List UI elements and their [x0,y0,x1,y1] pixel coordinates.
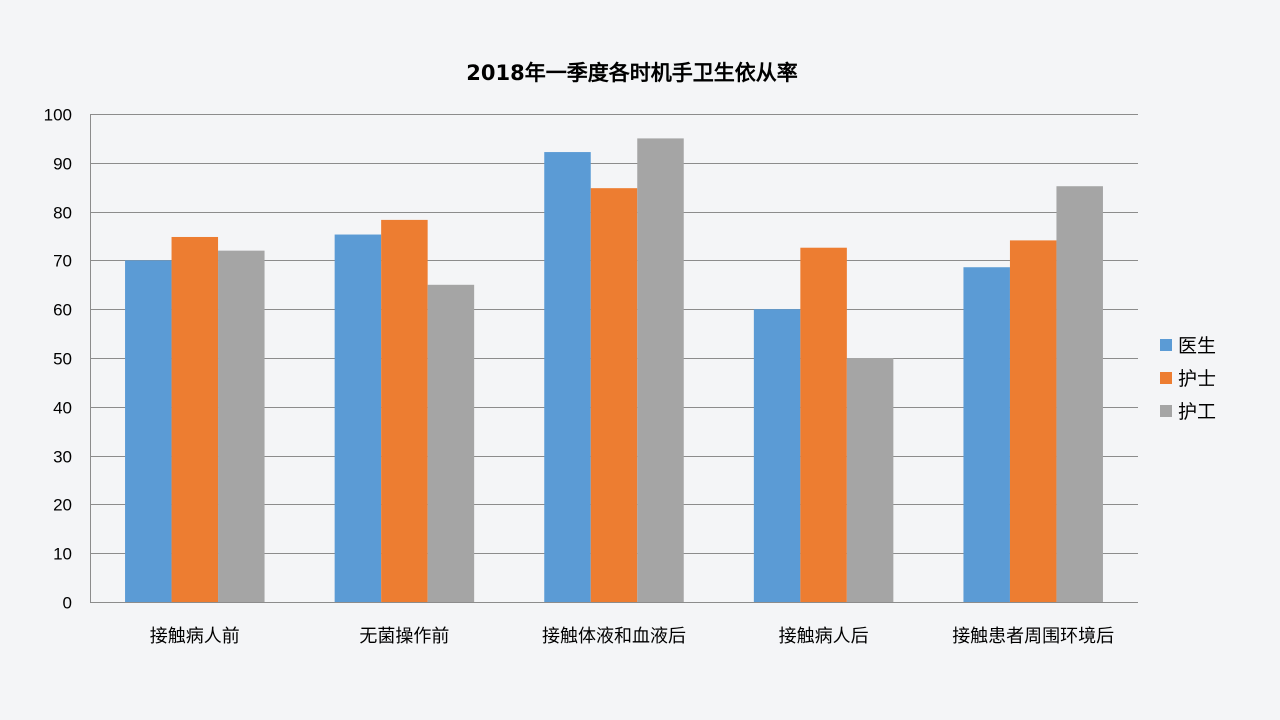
bar-护工-接触病人前 [218,250,265,602]
y-tick-label: 80 [53,204,72,223]
legend-swatch-医生 [1160,339,1172,351]
y-axis-tick-labels: 0 10 20 30 40 50 60 70 80 90 100 [44,106,72,613]
legend-swatch-护士 [1160,372,1172,384]
x-axis-category-labels: 接触病人前 无菌操作前 接触体液和血液后 接触病人后 接触患者周围环境后 [150,626,1114,647]
bar-医生-接触病人前 [125,260,172,602]
bar-护士-接触体液和血液后 [590,188,638,602]
y-tick-label: 70 [53,252,72,271]
legend-label: 护士 [1178,368,1216,390]
bar-护工-无菌操作前 [427,284,475,602]
x-category-label: 接触病人前 [150,626,240,647]
bar-护工-接触病人后 [846,358,894,602]
bar-护士-无菌操作前 [381,219,428,602]
x-category-label: 接触病人后 [779,626,869,647]
legend-label: 护工 [1178,401,1216,423]
bar-护士-接触病人前 [171,236,219,602]
bar-护士-接触患者周围环境后 [1009,240,1057,602]
y-tick-label: 0 [63,594,72,613]
y-tick-label: 90 [53,155,72,174]
y-tick-label: 60 [53,301,72,320]
x-category-label: 无菌操作前 [359,626,449,647]
y-tick-label: 10 [53,545,72,564]
bar-护工-接触体液和血液后 [637,138,684,602]
bar-医生-接触患者周围环境后 [963,267,1010,602]
x-category-label: 接触体液和血液后 [542,626,686,647]
bars [125,138,1103,602]
y-tick-label: 20 [53,496,72,515]
y-tick-label: 50 [53,350,72,369]
y-tick-label: 30 [53,448,72,467]
y-tick-label: 40 [53,399,72,418]
bar-护士-接触病人后 [800,247,847,602]
x-category-label: 接触患者周围环境后 [952,626,1114,647]
bar-医生-无菌操作前 [334,234,382,602]
bar-护工-接触患者周围环境后 [1056,186,1103,602]
chart-title: 2018年一季度各时机手卫生依从率 [466,61,797,85]
y-tick-label: 100 [44,106,72,125]
bar-医生-接触体液和血液后 [544,152,591,602]
legend-swatch-护工 [1160,405,1172,417]
legend-label: 医生 [1178,335,1216,357]
bar-医生-接触病人后 [753,309,801,602]
